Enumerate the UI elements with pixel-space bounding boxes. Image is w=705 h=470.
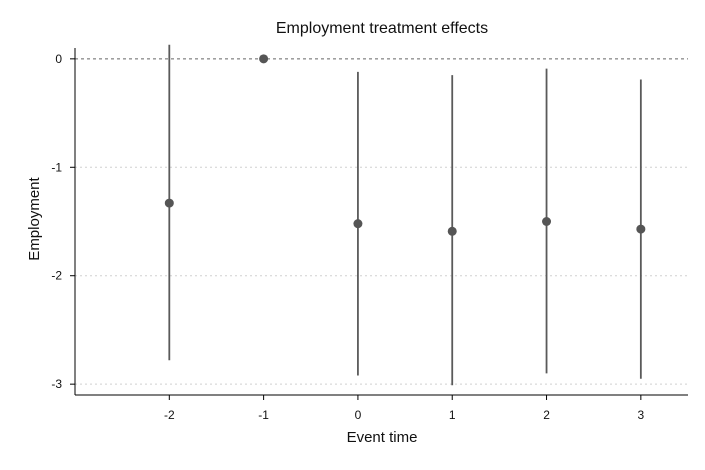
x-axis-title: Event time bbox=[347, 429, 418, 446]
axes-layer bbox=[70, 48, 688, 400]
x-tick-label: -1 bbox=[258, 408, 269, 422]
x-tick-label: 1 bbox=[449, 408, 456, 422]
point-estimate bbox=[636, 225, 645, 234]
point-estimate bbox=[353, 219, 362, 228]
confidence-interval-layer bbox=[169, 45, 641, 385]
point-estimate bbox=[165, 199, 174, 208]
y-tick-label: -1 bbox=[51, 160, 62, 174]
y-tick-label: -2 bbox=[51, 269, 62, 283]
x-tick-label: 2 bbox=[543, 408, 550, 422]
point-estimate bbox=[448, 227, 457, 236]
point-estimate-layer bbox=[165, 54, 646, 235]
chart-title: Employment treatment effects bbox=[276, 20, 488, 37]
tick-label-layer: 0 -1 -2 -3 -2 -1 0 1 2 3 bbox=[51, 52, 644, 422]
point-estimate bbox=[542, 217, 551, 226]
point-estimate bbox=[259, 54, 268, 63]
x-tick-label: 3 bbox=[638, 408, 645, 422]
x-tick-label: 0 bbox=[355, 408, 362, 422]
y-tick-label: -3 bbox=[51, 377, 62, 391]
y-tick-label: 0 bbox=[55, 52, 62, 66]
y-axis-title: Employment bbox=[26, 176, 43, 260]
x-tick-label: -2 bbox=[164, 408, 175, 422]
